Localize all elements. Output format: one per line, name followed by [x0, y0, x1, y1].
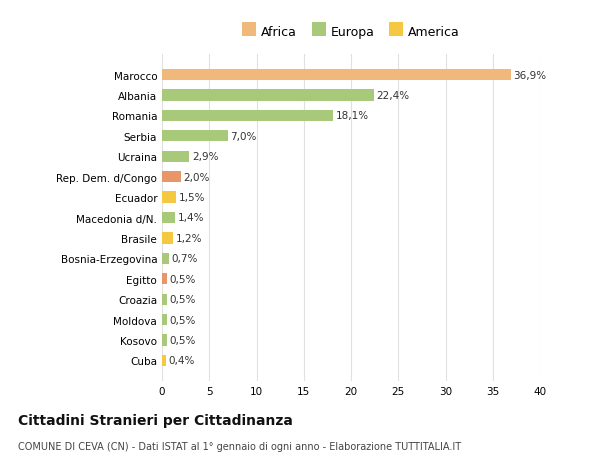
Bar: [162, 90, 374, 101]
Text: 1,5%: 1,5%: [179, 193, 205, 203]
Text: 0,5%: 0,5%: [169, 295, 196, 304]
Bar: [162, 131, 228, 142]
Bar: [162, 233, 173, 244]
Text: 0,5%: 0,5%: [169, 274, 196, 284]
Text: COMUNE DI CEVA (CN) - Dati ISTAT al 1° gennaio di ogni anno - Elaborazione TUTTI: COMUNE DI CEVA (CN) - Dati ISTAT al 1° g…: [18, 441, 461, 451]
Text: 0,5%: 0,5%: [169, 315, 196, 325]
Text: 0,7%: 0,7%: [171, 254, 197, 264]
Text: 18,1%: 18,1%: [335, 111, 368, 121]
Text: 1,4%: 1,4%: [178, 213, 204, 223]
Bar: [162, 111, 333, 122]
Bar: [162, 274, 167, 285]
Bar: [162, 253, 169, 264]
Bar: [162, 335, 167, 346]
Bar: [162, 294, 167, 305]
Text: 7,0%: 7,0%: [230, 132, 257, 141]
Bar: [162, 314, 167, 325]
Bar: [162, 172, 181, 183]
Text: 0,5%: 0,5%: [169, 335, 196, 345]
Text: Cittadini Stranieri per Cittadinanza: Cittadini Stranieri per Cittadinanza: [18, 413, 293, 427]
Text: 36,9%: 36,9%: [513, 71, 546, 80]
Bar: [162, 213, 175, 224]
Bar: [162, 355, 166, 366]
Bar: [162, 192, 176, 203]
Text: 22,4%: 22,4%: [376, 91, 409, 101]
Bar: [162, 70, 511, 81]
Bar: [162, 151, 190, 162]
Legend: Africa, Europa, America: Africa, Europa, America: [238, 22, 464, 43]
Text: 2,0%: 2,0%: [183, 172, 209, 182]
Text: 1,2%: 1,2%: [176, 233, 202, 243]
Text: 0,4%: 0,4%: [168, 356, 194, 365]
Text: 2,9%: 2,9%: [192, 152, 218, 162]
